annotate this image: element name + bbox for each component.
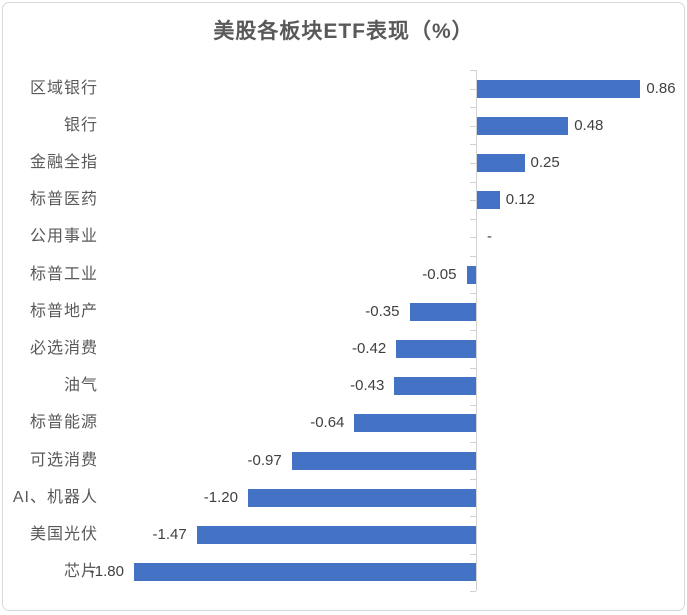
value-label: -0.43: [350, 377, 385, 394]
axis-tick: [470, 293, 476, 294]
axis-tick: [470, 144, 476, 145]
axis-tick: [470, 256, 476, 257]
bar: [477, 80, 641, 98]
category-label: 公用事业: [29, 228, 98, 245]
axis-tick: [470, 200, 476, 201]
category-label: 区域银行: [29, 80, 98, 97]
plot-area: 区域银行 0.86 银行 0.48 金融全指 0.25 标普医药 0.12 公用事业 - 标普工业 -…: [3, 3, 684, 610]
bar: [409, 303, 476, 321]
value-label: -1.47: [152, 526, 187, 543]
axis-tick: [470, 237, 476, 238]
value-label: -0.64: [310, 414, 345, 431]
chart-title: 美股各板块ETF表现（%）: [213, 20, 474, 43]
value-label: 0.48: [574, 117, 604, 134]
bar: [291, 452, 476, 470]
axis-tick: [470, 182, 476, 183]
bar: [196, 526, 476, 544]
category-label: 金融全指: [29, 154, 98, 171]
category-label: 标普能源: [29, 414, 98, 431]
axis-tick: [470, 126, 476, 127]
axis-tick: [470, 368, 476, 369]
value-label: 0.12: [505, 191, 535, 208]
bar: [466, 266, 476, 284]
axis-tick: [470, 219, 476, 220]
bar: [477, 191, 500, 209]
axis-tick: [470, 516, 476, 517]
value-label: -0.42: [352, 340, 387, 357]
category-label: 芯片: [63, 563, 98, 580]
bar: [394, 377, 476, 395]
axis-tick: [470, 330, 476, 331]
category-label: 银行: [63, 117, 98, 134]
category-label: 油气: [63, 377, 98, 394]
category-label: 标普地产: [29, 303, 98, 320]
value-axis-line: [476, 70, 477, 591]
value-label: 0.86: [646, 80, 676, 97]
value-label: 0.25: [530, 154, 560, 171]
bar: [248, 489, 476, 507]
axis-tick: [470, 554, 476, 555]
bar: [396, 340, 476, 358]
category-label: 美国光伏: [29, 526, 98, 543]
category-label: 标普工业: [29, 266, 98, 283]
bar: [477, 117, 569, 135]
axis-tick: [470, 107, 476, 108]
axis-tick: [470, 442, 476, 443]
value-label: -0.97: [247, 452, 282, 469]
category-label: 必选消费: [29, 340, 98, 357]
category-label: 标普医药: [29, 191, 98, 208]
value-label: -1.80: [89, 563, 124, 580]
bar: [354, 414, 476, 432]
axis-tick: [470, 479, 476, 480]
axis-tick: [470, 89, 476, 90]
value-label: -0.05: [422, 266, 457, 283]
value-label: -: [487, 228, 492, 245]
bar: [134, 563, 476, 581]
bar: [477, 154, 525, 172]
axis-tick: [470, 163, 476, 164]
value-label: -0.35: [365, 303, 400, 320]
axis-tick: [470, 591, 476, 592]
axis-tick: [470, 405, 476, 406]
category-label: 可选消费: [29, 452, 98, 469]
axis-tick: [470, 70, 476, 71]
value-label: -1.20: [203, 489, 238, 506]
category-label: AI、机器人: [12, 489, 98, 506]
